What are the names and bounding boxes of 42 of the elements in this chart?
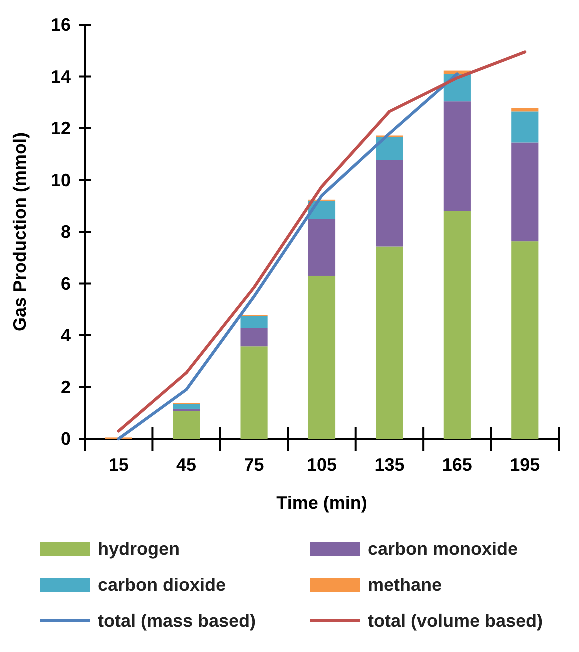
legend-label: total (mass based) bbox=[98, 611, 256, 631]
x-tick-label: 45 bbox=[176, 455, 197, 475]
bar bbox=[512, 142, 539, 242]
bar bbox=[240, 346, 268, 439]
bar bbox=[173, 408, 200, 412]
x-tick-label: 165 bbox=[442, 455, 472, 475]
legend-label: methane bbox=[368, 575, 442, 595]
bar bbox=[376, 160, 404, 247]
y-tick-label: 10 bbox=[50, 170, 71, 190]
y-tick-label: 4 bbox=[60, 326, 71, 346]
x-tick-label: 75 bbox=[244, 455, 264, 475]
y-tick-label: 2 bbox=[60, 377, 71, 398]
bar bbox=[512, 112, 539, 143]
legend-label: total (volume based) bbox=[368, 611, 544, 631]
bar bbox=[173, 404, 200, 409]
legend-label: carbon monoxide bbox=[368, 539, 518, 559]
x-axis-title: Time (min) bbox=[276, 493, 368, 513]
y-tick-label: 12 bbox=[50, 118, 71, 138]
legend-label: carbon dioxide bbox=[98, 575, 226, 595]
y-axis-title: Gas Production (mmol) bbox=[10, 132, 30, 332]
x-tick-label: 105 bbox=[306, 455, 338, 475]
bar bbox=[444, 211, 471, 439]
bar bbox=[512, 242, 539, 439]
bar bbox=[376, 137, 404, 160]
bar bbox=[240, 316, 268, 328]
bar bbox=[444, 102, 471, 212]
bar bbox=[240, 328, 268, 347]
bar bbox=[173, 411, 200, 439]
bar bbox=[376, 246, 404, 439]
bar bbox=[308, 276, 336, 439]
bar bbox=[308, 219, 336, 276]
line-series bbox=[117, 50, 527, 433]
legend-label: hydrogen bbox=[98, 539, 180, 559]
y-tick-label: 8 bbox=[60, 222, 71, 242]
y-tick-label: 6 bbox=[60, 274, 71, 294]
x-tick-label: 15 bbox=[108, 455, 129, 475]
x-tick-label: 135 bbox=[374, 455, 405, 475]
y-tick-label: 14 bbox=[50, 66, 71, 87]
x-tick-label: 195 bbox=[510, 455, 540, 475]
y-tick-label: 0 bbox=[60, 429, 71, 449]
line-series bbox=[117, 72, 459, 440]
y-tick-label: 16 bbox=[50, 15, 71, 35]
